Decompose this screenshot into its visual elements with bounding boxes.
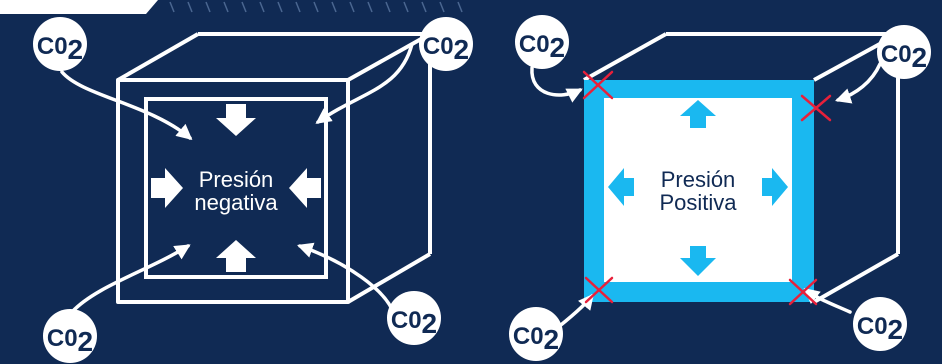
arrow-right-icon xyxy=(762,168,788,206)
outward-arrows xyxy=(608,100,788,276)
pressure-label-line-2: negativa xyxy=(194,190,278,215)
co2-badge-subscript: 2 xyxy=(544,324,560,355)
co2-badge-text: C0 xyxy=(513,323,544,350)
svg-text:C02: C02 xyxy=(47,325,93,357)
co2-badge-subscript: 2 xyxy=(68,34,84,65)
co2-badge: C02 xyxy=(515,15,569,69)
co2-badge-text: C0 xyxy=(857,313,888,340)
co2-badge-subscript: 2 xyxy=(454,34,470,65)
co2-badge-subscript: 2 xyxy=(550,32,566,63)
co2-badge: C02 xyxy=(853,297,907,351)
co2-badge: C02 xyxy=(387,291,441,345)
blocked-x-icon xyxy=(584,276,614,304)
arrow-up-icon xyxy=(216,240,256,272)
co2-badge: C02 xyxy=(419,17,473,71)
arrow-down-icon xyxy=(680,246,716,276)
arrow-left-icon xyxy=(289,168,321,208)
co2-badge-text: C0 xyxy=(37,33,68,60)
pressure-label-line-1: Presión xyxy=(661,167,736,192)
arrow-right-icon xyxy=(151,168,183,208)
pressure-label: negativa xyxy=(194,190,278,215)
svg-text:C02: C02 xyxy=(423,33,469,65)
negative-pressure-panel: Presión negativa C02 C02 C02 C02 xyxy=(33,17,473,363)
co2-badge-text: C0 xyxy=(519,31,550,58)
co2-badge: C02 xyxy=(43,309,97,363)
top-banner xyxy=(0,0,463,14)
svg-text:C02: C02 xyxy=(881,41,927,73)
co2-badge-subscript: 2 xyxy=(422,308,438,339)
pressure-label: Positiva xyxy=(659,190,737,215)
pressure-label: Presión xyxy=(661,167,736,192)
svg-text:C02: C02 xyxy=(513,323,559,355)
co2-badge-subscript: 2 xyxy=(78,326,94,357)
co2-badge-subscript: 2 xyxy=(888,314,904,345)
co2-badge-text: C0 xyxy=(391,307,422,334)
blocked-x-icon xyxy=(800,94,832,122)
co2-badge-text: C0 xyxy=(881,41,912,68)
co2-badge-subscript: 2 xyxy=(912,42,928,73)
arrow-down-icon xyxy=(216,104,256,136)
svg-text:C02: C02 xyxy=(519,31,565,63)
cube-wireframe xyxy=(116,32,432,304)
arrow-up-icon xyxy=(680,100,716,128)
blocked-marks xyxy=(582,70,832,306)
svg-text:C02: C02 xyxy=(391,307,437,339)
svg-text:C02: C02 xyxy=(857,313,903,345)
pressure-label: Presión xyxy=(199,167,274,192)
pressure-label-line-1: Presión xyxy=(199,167,274,192)
arrow-left-icon xyxy=(608,168,634,206)
co2-badge: C02 xyxy=(33,17,87,71)
svg-text:C02: C02 xyxy=(37,33,83,65)
co2-badge: C02 xyxy=(509,307,563,361)
blocked-x-icon xyxy=(788,278,818,306)
pressure-box xyxy=(144,97,328,279)
pressure-label-line-2: Positiva xyxy=(659,190,737,215)
co2-badge-text: C0 xyxy=(423,33,454,60)
blocked-x-icon xyxy=(582,70,614,100)
inward-arrows xyxy=(151,104,321,272)
co2-badge: C02 xyxy=(877,25,931,79)
positive-pressure-panel: Presión Positiva C02 C02 xyxy=(509,15,931,361)
co2-badge-text: C0 xyxy=(47,325,78,352)
